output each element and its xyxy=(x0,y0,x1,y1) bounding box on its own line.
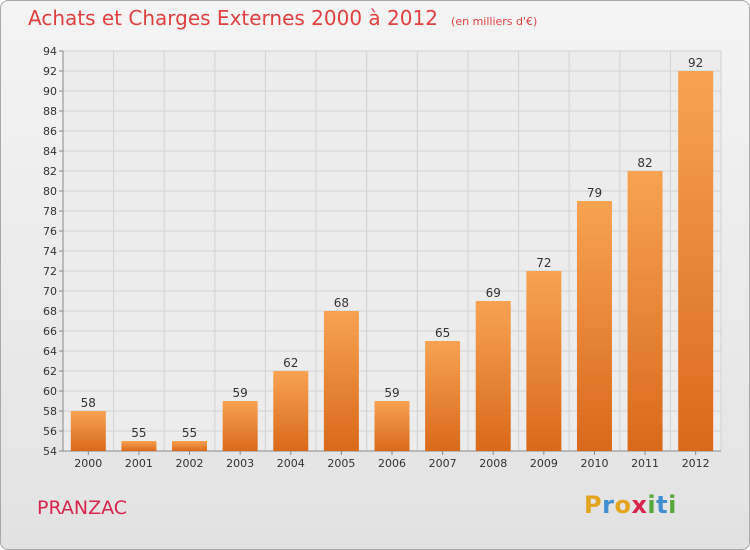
bar-2001 xyxy=(121,441,157,451)
bar-2003 xyxy=(222,401,258,451)
y-tick-label: 88 xyxy=(43,105,57,118)
chart-title: Achats et Charges Externes 2000 à 2012 xyxy=(28,6,438,30)
y-tick-label: 74 xyxy=(43,245,57,258)
y-tick-label: 84 xyxy=(43,145,57,158)
bar-2007 xyxy=(425,341,461,451)
data-label-2004: 62 xyxy=(283,356,298,370)
x-tick-label-2011: 2011 xyxy=(631,457,659,470)
logo-letter: i xyxy=(668,491,677,519)
bar-2004 xyxy=(273,371,309,451)
y-tick-label: 70 xyxy=(43,285,57,298)
y-tick-label: 64 xyxy=(43,345,57,358)
x-tick-label-2012: 2012 xyxy=(682,457,710,470)
bar-2000 xyxy=(70,411,106,451)
data-label-2000: 58 xyxy=(81,396,96,410)
bar-layer xyxy=(70,71,714,451)
bar-2005 xyxy=(323,311,359,451)
logo-letter: x xyxy=(631,491,648,519)
data-label-2009: 72 xyxy=(536,256,551,270)
label-layer: 58 55 55 59 62 68 59 65 69 72 79 82 92 xyxy=(81,56,704,440)
x-tick-label-2008: 2008 xyxy=(479,457,507,470)
y-tick-label: 92 xyxy=(43,65,57,78)
bar-2002 xyxy=(172,441,208,451)
x-tick-label-2006: 2006 xyxy=(378,457,406,470)
bar-2009 xyxy=(526,271,562,451)
y-tick-label: 60 xyxy=(43,385,57,398)
y-tick-label: 76 xyxy=(43,225,57,238)
x-tick-label-2010: 2010 xyxy=(580,457,608,470)
data-label-2010: 79 xyxy=(587,186,602,200)
x-tick-label-2004: 2004 xyxy=(277,457,305,470)
data-label-2003: 59 xyxy=(233,386,248,400)
x-tick-label-2005: 2005 xyxy=(327,457,355,470)
data-label-2012: 92 xyxy=(688,56,703,70)
x-tick-label-2009: 2009 xyxy=(530,457,558,470)
y-tick-label: 72 xyxy=(43,265,57,278)
x-tick-label-2002: 2002 xyxy=(176,457,204,470)
logo-letter: i xyxy=(647,491,657,519)
logo-letter: P xyxy=(584,491,603,519)
y-tick-label: 54 xyxy=(43,445,57,458)
chart-unit-note: (en milliers d'€) xyxy=(451,15,538,28)
y-tick-label: 66 xyxy=(43,325,57,338)
bar-2010 xyxy=(576,201,612,451)
x-tick-label-2007: 2007 xyxy=(429,457,457,470)
y-tick-label: 62 xyxy=(43,365,57,378)
bar-2006 xyxy=(374,401,410,451)
logo-letter: r xyxy=(602,491,615,519)
y-tick-label: 94 xyxy=(43,45,57,58)
data-label-2011: 82 xyxy=(637,156,652,170)
y-tick-label: 80 xyxy=(43,185,57,198)
bar-2008 xyxy=(475,301,511,451)
y-tick-label: 82 xyxy=(43,165,57,178)
bar-2011 xyxy=(627,171,663,451)
y-tick-label: 68 xyxy=(43,305,57,318)
logo-letter: o xyxy=(614,491,632,519)
y-tick-label: 86 xyxy=(43,125,57,138)
data-label-2001: 55 xyxy=(131,426,146,440)
data-label-2005: 68 xyxy=(334,296,349,310)
x-tick-label-2003: 2003 xyxy=(226,457,254,470)
x-tick-label-2001: 2001 xyxy=(125,457,153,470)
y-tick-label: 78 xyxy=(43,205,57,218)
logo-letter: t xyxy=(656,491,669,519)
data-label-2007: 65 xyxy=(435,326,450,340)
data-label-2002: 55 xyxy=(182,426,197,440)
y-tick-label: 56 xyxy=(43,425,57,438)
place-name: PRANZAC xyxy=(37,497,128,519)
y-tick-label: 58 xyxy=(43,405,57,418)
title-row: Achats et Charges Externes 2000 à 2012 (… xyxy=(28,6,537,30)
proxiti-logo: Proxiti xyxy=(584,491,677,519)
x-tick-label-2000: 2000 xyxy=(74,457,102,470)
bar-2012 xyxy=(678,71,714,451)
data-label-2006: 59 xyxy=(384,386,399,400)
data-label-2008: 69 xyxy=(486,286,501,300)
y-tick-label: 90 xyxy=(43,85,57,98)
